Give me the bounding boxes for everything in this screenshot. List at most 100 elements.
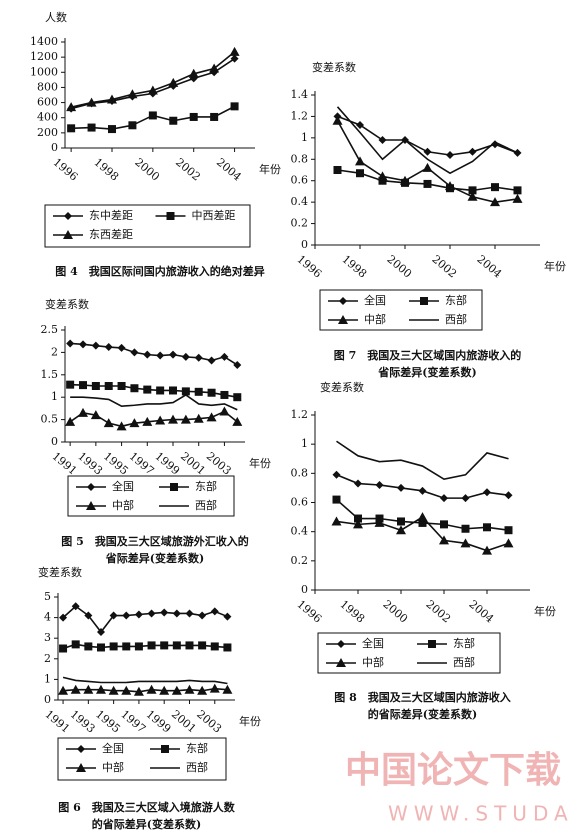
series-line bbox=[336, 440, 509, 481]
marker-diamond bbox=[181, 352, 190, 361]
y-tick-label: 0.4 bbox=[291, 525, 309, 538]
marker-diamond bbox=[185, 609, 194, 618]
marker-triangle bbox=[353, 519, 363, 529]
y-tick-label: 0 bbox=[51, 435, 58, 448]
marker-square bbox=[210, 112, 219, 121]
marker-diamond bbox=[483, 488, 491, 497]
x-tick-label: 1999 bbox=[144, 708, 174, 736]
y-tick-label: 1000 bbox=[30, 65, 58, 78]
y-axis-label: 变差系数 bbox=[312, 60, 356, 74]
marker-square bbox=[198, 641, 207, 650]
y-tick-label: 0 bbox=[301, 238, 308, 251]
legend-marker bbox=[337, 640, 345, 648]
legend-box bbox=[44, 204, 251, 248]
marker-triangle bbox=[374, 517, 385, 527]
marker-diamond bbox=[91, 341, 100, 350]
marker-diamond bbox=[79, 340, 87, 349]
marker-triangle bbox=[355, 156, 365, 166]
y-tick-label: 4 bbox=[44, 611, 51, 624]
x-tick-label: 2001 bbox=[178, 450, 208, 478]
marker-square bbox=[483, 523, 491, 532]
marker-square bbox=[156, 386, 165, 395]
marker-diamond bbox=[59, 613, 68, 622]
marker-square bbox=[169, 116, 178, 125]
marker-square bbox=[79, 381, 87, 390]
legend-marker bbox=[170, 483, 178, 491]
marker-square bbox=[491, 183, 499, 192]
marker-triangle bbox=[503, 538, 514, 548]
legend-label: 全国 bbox=[362, 636, 384, 650]
y-tick-label: 2 bbox=[51, 345, 58, 358]
legend-marker bbox=[76, 763, 86, 772]
legend-label: 中部 bbox=[362, 655, 384, 669]
watermark-title: 中国论文下载 bbox=[345, 750, 561, 791]
legend-label: 中部 bbox=[102, 760, 124, 774]
y-tick-label: 1400 bbox=[30, 35, 58, 48]
marker-triangle bbox=[70, 684, 81, 694]
marker-square bbox=[66, 380, 75, 389]
marker-triangle bbox=[331, 516, 342, 526]
marker-diamond bbox=[160, 608, 169, 617]
series-line bbox=[336, 106, 518, 175]
marker-diamond bbox=[440, 494, 448, 503]
marker-triangle bbox=[155, 415, 166, 425]
marker-diamond bbox=[397, 483, 405, 492]
legend-label: 全国 bbox=[364, 293, 386, 307]
x-tick-label: 1999 bbox=[152, 450, 182, 478]
y-tick-label: 600 bbox=[37, 96, 58, 109]
marker-triangle bbox=[147, 85, 158, 95]
caption: 图 6 我国及三大区域入境旅游人数 bbox=[58, 800, 235, 814]
marker-triangle bbox=[106, 94, 117, 104]
marker-triangle bbox=[83, 684, 94, 694]
marker-diamond bbox=[504, 491, 513, 500]
x-tick-label: 1996 bbox=[51, 156, 81, 184]
marker-triangle bbox=[65, 416, 76, 426]
marker-triangle bbox=[168, 77, 179, 87]
x-axis-label: 年份 bbox=[239, 714, 261, 728]
marker-triangle bbox=[229, 46, 240, 56]
y-tick-label: 0.6 bbox=[291, 496, 309, 509]
marker-square bbox=[223, 643, 232, 652]
marker-triangle bbox=[219, 406, 230, 416]
watermark-url: WWW.STUDA.NET bbox=[388, 802, 570, 826]
marker-square bbox=[333, 166, 342, 174]
series-line bbox=[70, 51, 236, 108]
marker-square bbox=[233, 393, 242, 402]
x-tick-label: 2000 bbox=[132, 156, 162, 184]
legend-box bbox=[57, 737, 227, 781]
marker-square bbox=[468, 186, 477, 195]
marker-triangle bbox=[171, 685, 182, 695]
caption: 的省际差异(变差系数) bbox=[92, 817, 201, 831]
marker-square bbox=[148, 111, 157, 120]
x-tick-label: 2000 bbox=[380, 598, 410, 626]
caption: 的省际差异(变差系数) bbox=[368, 707, 477, 721]
y-tick-label: 0 bbox=[301, 583, 308, 596]
legend-label: 西部 bbox=[186, 760, 208, 774]
marker-triangle bbox=[90, 410, 101, 420]
y-axis-label: 人数 bbox=[45, 11, 67, 24]
y-tick-label: 1 bbox=[44, 672, 51, 685]
marker-square bbox=[128, 121, 137, 130]
marker-triangle bbox=[400, 175, 410, 185]
marker-square bbox=[513, 186, 522, 195]
marker-square bbox=[104, 382, 113, 390]
marker-square bbox=[160, 641, 169, 650]
x-tick-label: 1991 bbox=[50, 450, 80, 478]
legend-label: 东部 bbox=[445, 293, 467, 307]
marker-diamond bbox=[332, 470, 341, 479]
legend-marker bbox=[87, 483, 95, 491]
legend-marker bbox=[428, 640, 436, 648]
marker-square bbox=[418, 518, 427, 527]
marker-triangle bbox=[197, 685, 208, 695]
y-tick-label: 1.4 bbox=[291, 88, 309, 101]
marker-triangle bbox=[127, 89, 138, 99]
marker-square bbox=[71, 640, 80, 649]
legend-label: 东西差距 bbox=[89, 227, 133, 241]
x-tick-label: 2002 bbox=[429, 253, 459, 281]
marker-square bbox=[207, 388, 216, 397]
y-tick-label: 2 bbox=[44, 652, 51, 665]
x-tick-label: 2003 bbox=[194, 708, 224, 736]
y-tick-label: 200 bbox=[37, 126, 58, 139]
marker-diamond bbox=[378, 136, 387, 144]
marker-square bbox=[210, 642, 219, 651]
